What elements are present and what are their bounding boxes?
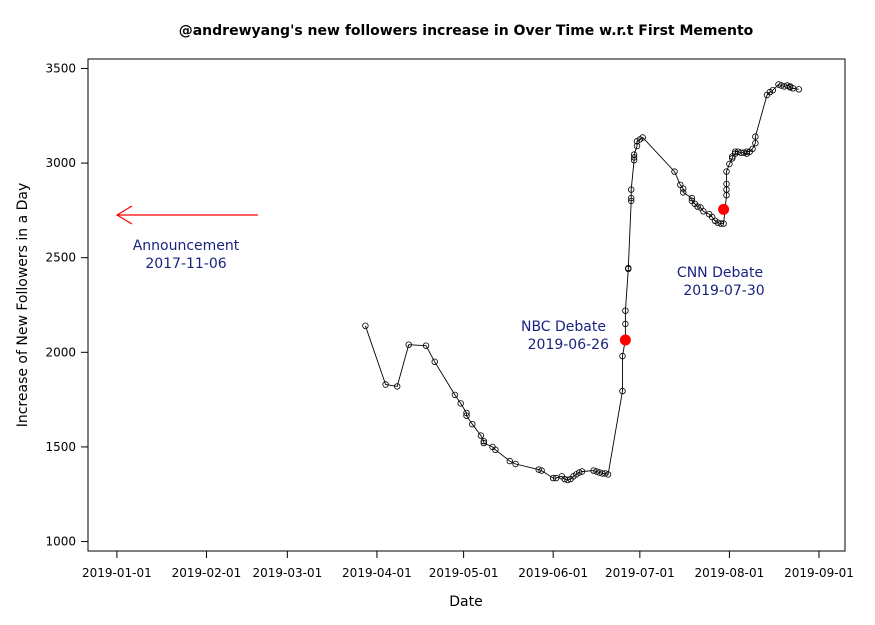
cnn-debate-date: 2019-07-30 xyxy=(683,283,764,299)
data-point xyxy=(671,168,678,175)
announcement-label: Announcement xyxy=(133,238,240,254)
announcement-date: 2017-11-06 xyxy=(145,256,226,272)
data-point xyxy=(625,264,632,272)
data-point xyxy=(564,476,571,484)
y-axis: 1000 1500 2000 2500 3000 3500 xyxy=(45,61,88,549)
y-tick-label: 2500 xyxy=(45,251,76,265)
data-point xyxy=(405,341,412,348)
data-point xyxy=(578,468,586,475)
data-point xyxy=(535,466,542,473)
data-point xyxy=(723,180,730,188)
y-tick-label: 3500 xyxy=(45,61,76,75)
x-tick-label: 2019-01-01 xyxy=(82,566,152,580)
data-point xyxy=(469,421,476,428)
data-point xyxy=(506,457,513,465)
x-tick-label: 2019-02-01 xyxy=(172,566,242,580)
data-point xyxy=(639,134,646,141)
data-point xyxy=(463,409,470,417)
data-point xyxy=(628,186,635,193)
data-point xyxy=(630,154,638,161)
data-point xyxy=(630,151,638,158)
data-point xyxy=(593,468,600,475)
x-tick-label: 2019-05-01 xyxy=(429,566,499,580)
x-tick-label: 2019-08-01 xyxy=(695,566,765,580)
y-tick-label: 2000 xyxy=(45,345,76,359)
data-point xyxy=(590,467,597,474)
plot-frame xyxy=(87,58,846,552)
data-point xyxy=(680,185,687,192)
data-point xyxy=(431,358,438,365)
data-point xyxy=(628,197,635,205)
data-point xyxy=(628,194,635,202)
data-point xyxy=(680,189,687,196)
data-point xyxy=(749,145,756,153)
data-point xyxy=(688,194,696,202)
data-point xyxy=(752,133,759,140)
data-point xyxy=(619,352,626,360)
data-point xyxy=(492,446,499,453)
data-point xyxy=(451,391,459,399)
data-point xyxy=(729,155,736,162)
data-point xyxy=(786,84,794,91)
data-point xyxy=(694,203,701,210)
debate-marker xyxy=(718,203,730,215)
nbc-debate-label: NBC Debate xyxy=(521,319,606,335)
cnn-debate-label: CNN Debate xyxy=(677,265,763,281)
data-point xyxy=(480,438,487,445)
data-point xyxy=(700,208,707,215)
data-point xyxy=(795,86,802,93)
series-layer xyxy=(362,81,802,484)
x-tick-label: 2019-04-01 xyxy=(342,566,412,580)
data-point xyxy=(726,160,733,168)
highlight-layer xyxy=(619,203,730,346)
nbc-debate-date: 2019-06-26 xyxy=(528,337,609,353)
x-axis: 2019-01-01 2019-02-01 2019-03-01 2019-04-01… xyxy=(82,550,854,580)
y-tick-label: 1000 xyxy=(45,535,76,549)
data-point xyxy=(723,168,730,175)
x-tick-label: 2019-09-01 xyxy=(784,566,854,580)
data-point xyxy=(512,460,519,468)
data-point xyxy=(480,439,487,447)
x-tick-label: 2019-03-01 xyxy=(252,566,322,580)
data-point xyxy=(538,467,545,474)
x-axis-label: Date xyxy=(449,594,482,610)
y-tick-label: 1500 xyxy=(45,440,76,454)
data-point xyxy=(457,400,464,407)
announcement-arrow xyxy=(115,205,258,225)
chart-title: @andrewyang's new followers increase in … xyxy=(179,23,754,39)
data-point xyxy=(602,470,609,477)
data-point xyxy=(752,139,759,147)
y-axis-label: Increase of New Followers in a Day xyxy=(15,183,31,428)
data-point xyxy=(382,381,389,388)
data-point xyxy=(619,387,626,395)
data-point xyxy=(622,320,629,328)
data-point xyxy=(552,474,560,482)
data-point xyxy=(362,322,369,329)
y-tick-label: 3000 xyxy=(45,156,76,170)
data-point xyxy=(422,342,430,349)
data-point xyxy=(394,383,401,390)
data-point xyxy=(720,220,727,227)
x-tick-label: 2019-06-01 xyxy=(518,566,588,580)
data-point xyxy=(633,142,641,150)
data-point xyxy=(769,86,776,94)
arrow-head-icon xyxy=(115,205,133,225)
data-point xyxy=(576,469,583,476)
data-point xyxy=(775,81,782,88)
debate-marker xyxy=(619,334,631,346)
data-point xyxy=(743,148,750,155)
x-tick-label: 2019-07-01 xyxy=(605,566,675,580)
data-point xyxy=(550,474,557,482)
data-point xyxy=(463,412,470,419)
data-point xyxy=(604,471,612,478)
data-point xyxy=(622,307,629,314)
data-point xyxy=(477,432,485,439)
data-point xyxy=(717,220,724,227)
